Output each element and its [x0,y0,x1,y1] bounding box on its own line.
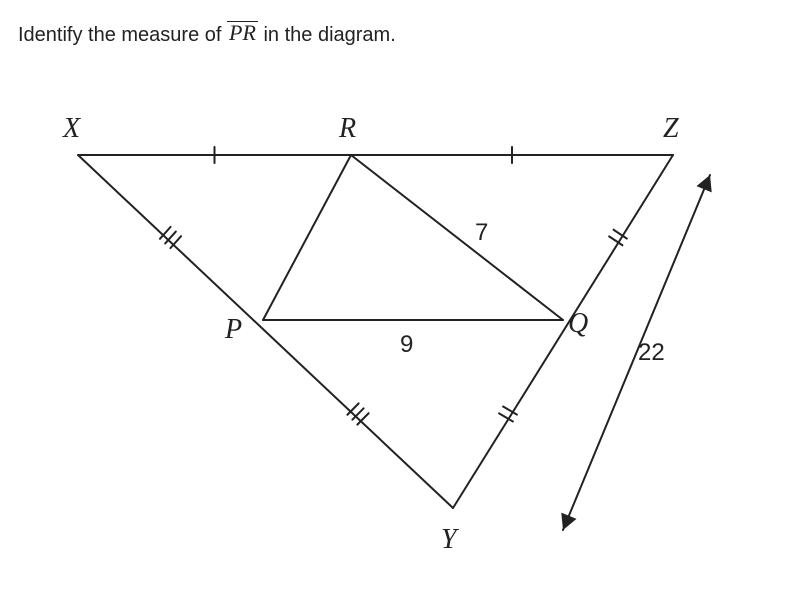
svg-text:R: R [338,113,356,144]
svg-text:22: 22 [638,339,665,366]
svg-text:9: 9 [400,331,413,358]
svg-text:Q: Q [568,308,588,339]
svg-text:X: X [62,113,81,144]
svg-text:7: 7 [475,219,488,246]
geometry-diagram: X R Z P Q Y 7 9 22 [0,0,800,597]
svg-text:Y: Y [441,524,460,555]
svg-text:P: P [224,314,242,345]
svg-text:Z: Z [663,113,679,144]
page: Identify the measure of PR in the diagra… [0,0,800,597]
